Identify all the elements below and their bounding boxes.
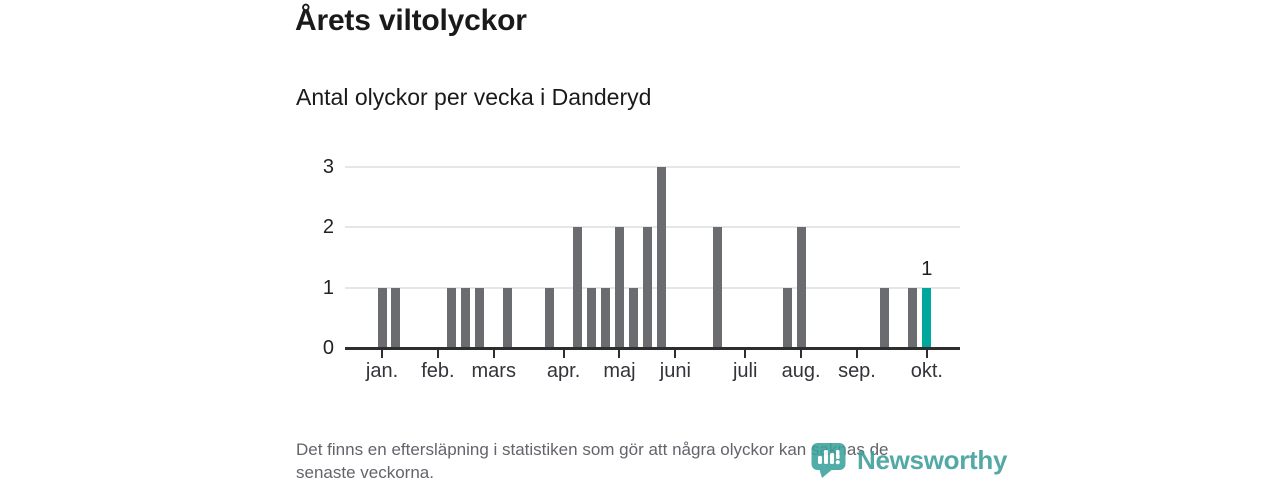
bar-week-37: [880, 287, 890, 347]
x-axis-tick: [618, 349, 621, 358]
chart-title: Årets viltolyckor: [295, 4, 527, 37]
y-axis-tick-label: 1: [322, 276, 334, 299]
x-axis-tick: [562, 349, 565, 358]
y-axis-tick-label: 0: [322, 337, 334, 359]
x-axis-tick-label: mars: [471, 360, 516, 382]
footnote-line: Det finns en eftersläpning i statistiken…: [296, 440, 889, 459]
footnote-line: senaste veckorna.: [296, 463, 434, 480]
bar-week-40: [922, 287, 932, 347]
x-axis-tick-label: juli: [732, 360, 758, 382]
bar-value-annotation: 1: [921, 257, 933, 280]
x-axis-tick: [925, 349, 928, 358]
bar-week-16: [587, 287, 597, 347]
gridline: [345, 165, 960, 168]
x-axis-tick: [492, 349, 495, 358]
bar-week-19: [628, 287, 638, 347]
x-axis-tick-label: sep.: [838, 360, 876, 382]
x-axis-tick: [436, 349, 439, 358]
gridline: [345, 226, 960, 228]
bar-week-21: [656, 166, 666, 347]
newsworthy-logo-icon: [811, 443, 846, 478]
x-axis-tick-label: maj: [603, 360, 636, 382]
x-axis-tick: [800, 349, 803, 358]
bar-week-6: [447, 287, 457, 347]
x-axis-tick-label: juni: [659, 360, 691, 382]
bar-week-8: [475, 287, 485, 347]
bar-week-18: [614, 227, 624, 347]
x-axis-tick-label: okt.: [910, 360, 943, 382]
chart-subtitle: Antal olyckor per vecka i Danderyd: [296, 84, 652, 110]
bar-week-31: [796, 227, 806, 347]
x-axis-tick: [855, 349, 858, 358]
bar-week-1: [377, 287, 387, 347]
x-axis-line: [345, 346, 960, 350]
bar-week-17: [601, 287, 611, 347]
x-axis-tick: [674, 349, 677, 358]
bar-week-2: [391, 287, 401, 347]
bar-week-13: [545, 287, 555, 347]
y-axis-tick-label: 2: [322, 216, 334, 238]
bar-week-20: [642, 227, 652, 347]
x-axis-tick-label: jan.: [365, 360, 399, 382]
bar-week-25: [712, 227, 722, 347]
bar-week-15: [573, 227, 583, 347]
x-axis-tick: [744, 349, 747, 358]
x-axis-tick: [381, 349, 383, 358]
bar-week-30: [782, 287, 792, 347]
footnote: Det finns en eftersläpning i statistiken…: [296, 438, 888, 480]
bar-week-10: [503, 287, 513, 347]
newsworthy-logo-text: Newsworthy: [857, 444, 1008, 475]
bar-week-39: [908, 287, 918, 347]
bar-week-7: [461, 287, 471, 347]
x-axis-tick-label: apr.: [546, 360, 581, 382]
y-axis-tick-label: 3: [322, 155, 334, 178]
x-axis-tick-label: aug.: [781, 360, 821, 382]
newsworthy-logo[interactable]: Newsworthy: [810, 441, 1007, 479]
gridline: [345, 286, 960, 289]
x-axis-tick-label: feb.: [421, 360, 455, 382]
